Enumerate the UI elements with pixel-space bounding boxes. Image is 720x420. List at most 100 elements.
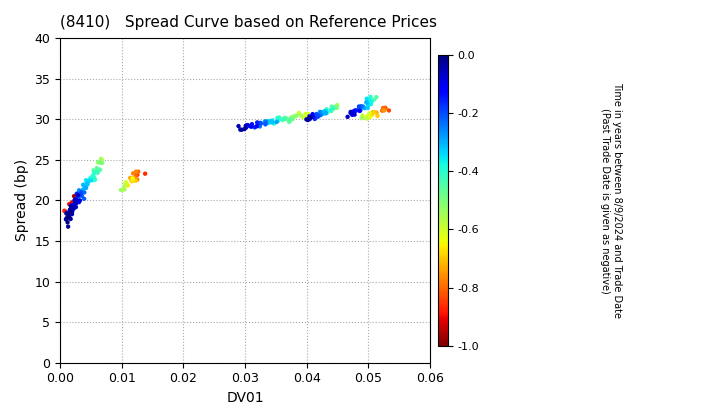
Point	[271, 118, 282, 125]
Point	[378, 107, 390, 114]
Point	[281, 116, 292, 122]
Point	[304, 116, 315, 123]
Point	[361, 99, 372, 105]
Point	[276, 117, 288, 123]
Point	[311, 111, 323, 118]
Point	[59, 208, 71, 215]
Point	[312, 112, 324, 118]
Point	[65, 210, 76, 216]
Point	[140, 171, 151, 177]
Point	[369, 96, 380, 103]
Point	[345, 108, 356, 115]
Point	[291, 113, 302, 119]
Point	[127, 178, 138, 185]
Point	[265, 119, 276, 126]
Point	[120, 179, 132, 186]
Point	[60, 210, 72, 217]
Point	[263, 119, 274, 126]
Point	[68, 202, 79, 208]
Point	[66, 202, 77, 209]
Point	[331, 104, 343, 111]
Point	[351, 107, 362, 114]
Point	[96, 160, 107, 166]
Point	[79, 183, 91, 190]
Point	[94, 159, 105, 165]
Point	[82, 178, 94, 185]
Point	[94, 166, 106, 173]
Point	[74, 197, 86, 204]
Point	[72, 192, 84, 199]
Point	[301, 113, 312, 120]
Point	[63, 201, 75, 207]
Point	[342, 113, 354, 120]
Point	[280, 115, 292, 121]
Point	[67, 202, 78, 208]
Point	[73, 187, 85, 194]
Point	[371, 109, 382, 116]
Point	[377, 107, 389, 113]
Point	[94, 159, 105, 165]
Point	[255, 120, 266, 126]
Point	[76, 192, 87, 199]
Point	[76, 189, 87, 196]
Point	[261, 118, 272, 125]
Point	[297, 114, 308, 121]
Point	[81, 184, 92, 191]
Point	[284, 117, 296, 123]
Point	[235, 126, 246, 133]
Point	[75, 192, 86, 198]
Point	[78, 181, 89, 188]
Point	[68, 205, 79, 212]
Point	[127, 176, 138, 182]
Point	[362, 105, 374, 111]
Point	[122, 182, 133, 189]
Point	[364, 100, 376, 107]
Point	[307, 113, 318, 120]
Point	[238, 126, 250, 132]
Point	[379, 105, 391, 111]
Point	[233, 123, 244, 129]
Point	[65, 215, 76, 222]
Point	[354, 105, 366, 112]
Point	[361, 113, 373, 119]
Point	[82, 179, 94, 186]
Point	[65, 206, 76, 213]
Point	[255, 121, 266, 127]
Point	[346, 111, 358, 118]
Point	[356, 112, 368, 119]
Point	[78, 195, 90, 202]
Point	[251, 123, 263, 130]
Point	[260, 120, 271, 127]
Point	[120, 179, 131, 186]
Point	[269, 120, 280, 127]
Point	[266, 119, 278, 126]
Point	[321, 106, 333, 113]
Point	[251, 122, 263, 129]
Point	[383, 107, 395, 114]
Point	[287, 113, 298, 120]
Point	[89, 173, 100, 180]
Point	[62, 219, 73, 226]
Point	[354, 108, 366, 114]
Point	[315, 112, 327, 118]
Point	[357, 114, 369, 121]
Point	[127, 170, 139, 177]
Point	[284, 115, 296, 122]
Point	[356, 115, 367, 121]
Point	[356, 103, 367, 110]
Point	[301, 116, 312, 123]
Point	[66, 199, 78, 206]
Point	[240, 124, 252, 131]
Point	[264, 118, 275, 124]
Point	[364, 110, 375, 117]
Point	[62, 210, 73, 217]
Point	[258, 120, 270, 126]
Point	[68, 204, 80, 211]
Point	[249, 124, 261, 131]
Point	[260, 121, 271, 128]
Point	[287, 116, 298, 122]
Point	[68, 205, 79, 212]
Point	[58, 207, 70, 214]
Point	[280, 116, 292, 122]
Point	[119, 186, 130, 193]
